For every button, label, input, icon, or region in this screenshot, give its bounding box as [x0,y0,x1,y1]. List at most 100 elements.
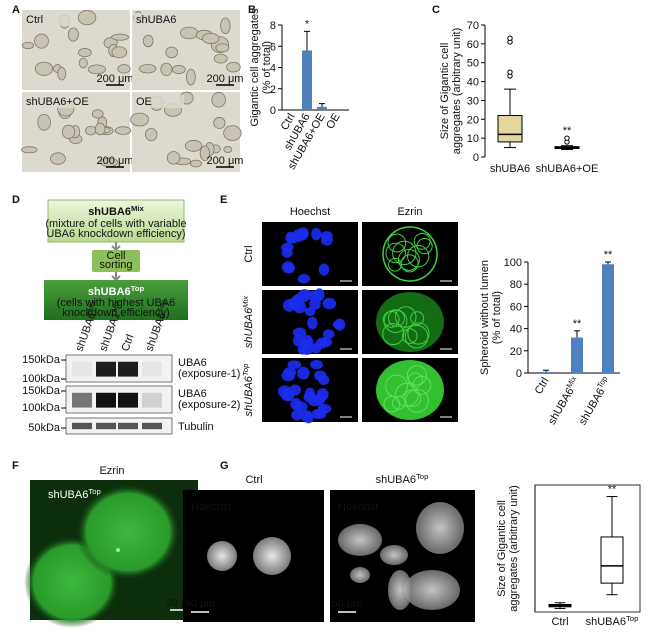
cell-cluster [87,64,107,75]
label-bg [134,13,184,26]
nucleus [281,242,294,253]
aggregate [404,570,460,610]
cell-cluster [114,126,132,135]
nucleus [288,296,302,310]
membrane [401,328,418,344]
y-axis-label: Gigantic cell aggregates [249,8,261,127]
cell-cluster [165,46,178,59]
aggregate [350,567,370,583]
nucleus [311,408,323,420]
label-bg [134,95,184,108]
nucleus [311,227,322,241]
y-tick-label: 0 [270,105,276,117]
outlier [507,35,513,41]
membrane [383,309,408,333]
aggregate [388,570,412,610]
cell-cluster [179,26,199,40]
flow-title-text: shUBA6 [88,206,131,218]
x-tick-label-text: shUBA6 [586,616,626,628]
cell-cluster [213,53,228,64]
flow-box [44,280,188,320]
marker-label: 100kDa [22,402,61,414]
nucleus [287,232,300,244]
significance: ** [604,249,613,261]
cell-cluster [130,112,149,127]
image-label: shUBA6Top [48,487,101,501]
membrane [388,257,402,272]
flow-title: shUBA6Top [88,284,145,298]
row-label: Ctrl [243,245,255,262]
membrane [387,233,407,253]
significance: ** [573,318,582,330]
row-label: shUBA6Top [241,363,255,417]
nucleus [277,385,292,398]
y-tick-label: 8 [270,20,276,32]
nucleus [302,339,314,349]
cell-cluster [111,46,128,59]
aggregate [253,537,291,575]
micrograph [262,222,358,286]
membrane [382,226,438,282]
cell-cluster [57,66,67,81]
cell-cluster [21,146,38,154]
spot [116,548,120,552]
scale-label: 200 μm [207,73,244,85]
band-label: (exposure-1) [178,368,240,380]
cell-cluster [85,125,97,136]
blot-band [72,422,92,430]
y-tick-label: 20 [510,346,522,358]
nucleus [316,388,329,401]
bar [317,106,327,110]
x-tick-label-sup: Top [595,375,609,390]
nucleus [292,334,304,347]
flow-step-label: Cell [107,250,126,262]
cell-cluster [220,17,231,34]
nucleus [322,329,335,339]
y-axis-label: Size of Gigantic cell [439,43,451,140]
blot-band [118,361,138,377]
y-axis-label: aggregates (arbitrary unit) [508,485,520,612]
x-tick-label: shUBA6+OE [536,163,599,175]
nucleus [310,359,323,370]
x-tick-label-sup: Mix [564,374,578,389]
nucleus [290,397,302,411]
marker-label: 50kDa [28,422,61,434]
y-axis-label: Spheroid without lumen [479,260,491,375]
bar [602,264,614,373]
x-tick-label-text: shUBA6 [546,386,577,427]
y-tick-label: 4 [270,63,276,75]
nucleus [314,288,325,302]
lane-label-sup: Mix [109,299,122,313]
y-axis-label: (% of total) [491,291,503,344]
marker-label: 150kDa [22,385,61,397]
membrane [416,238,433,255]
blot-band [118,392,138,408]
y-tick-label: 60 [510,301,522,313]
blot-band [142,422,162,430]
column-header: Ctrl [245,474,262,486]
flow-title-sup: Mix [131,204,145,213]
label-bg [24,13,74,26]
x-tick-label: shUBA6Top [586,614,639,628]
nucleus [297,366,310,380]
cell-cluster [171,65,186,75]
column-header-sup: Top [416,472,428,481]
membrane [404,324,429,349]
panel-letter: C [432,4,440,16]
nucleus [322,297,337,310]
scale-label: 200 μm [207,155,244,167]
membrane [382,322,405,346]
row-label-text: shUBA6 [243,375,255,416]
scale-label: 50 μm [332,598,363,610]
nucleus [334,318,346,331]
nucleus [307,316,318,330]
image-label-text: shUBA6 [48,489,88,501]
cell-cluster [138,63,157,74]
flow-note: UBA6 knockdown efficiency) [46,228,185,240]
nucleus [314,370,327,381]
column-header: Ezrin [99,465,124,477]
flow-title: shUBA6Mix [88,204,144,218]
arrow [111,272,121,282]
image-label: shUBA6 [136,14,176,26]
